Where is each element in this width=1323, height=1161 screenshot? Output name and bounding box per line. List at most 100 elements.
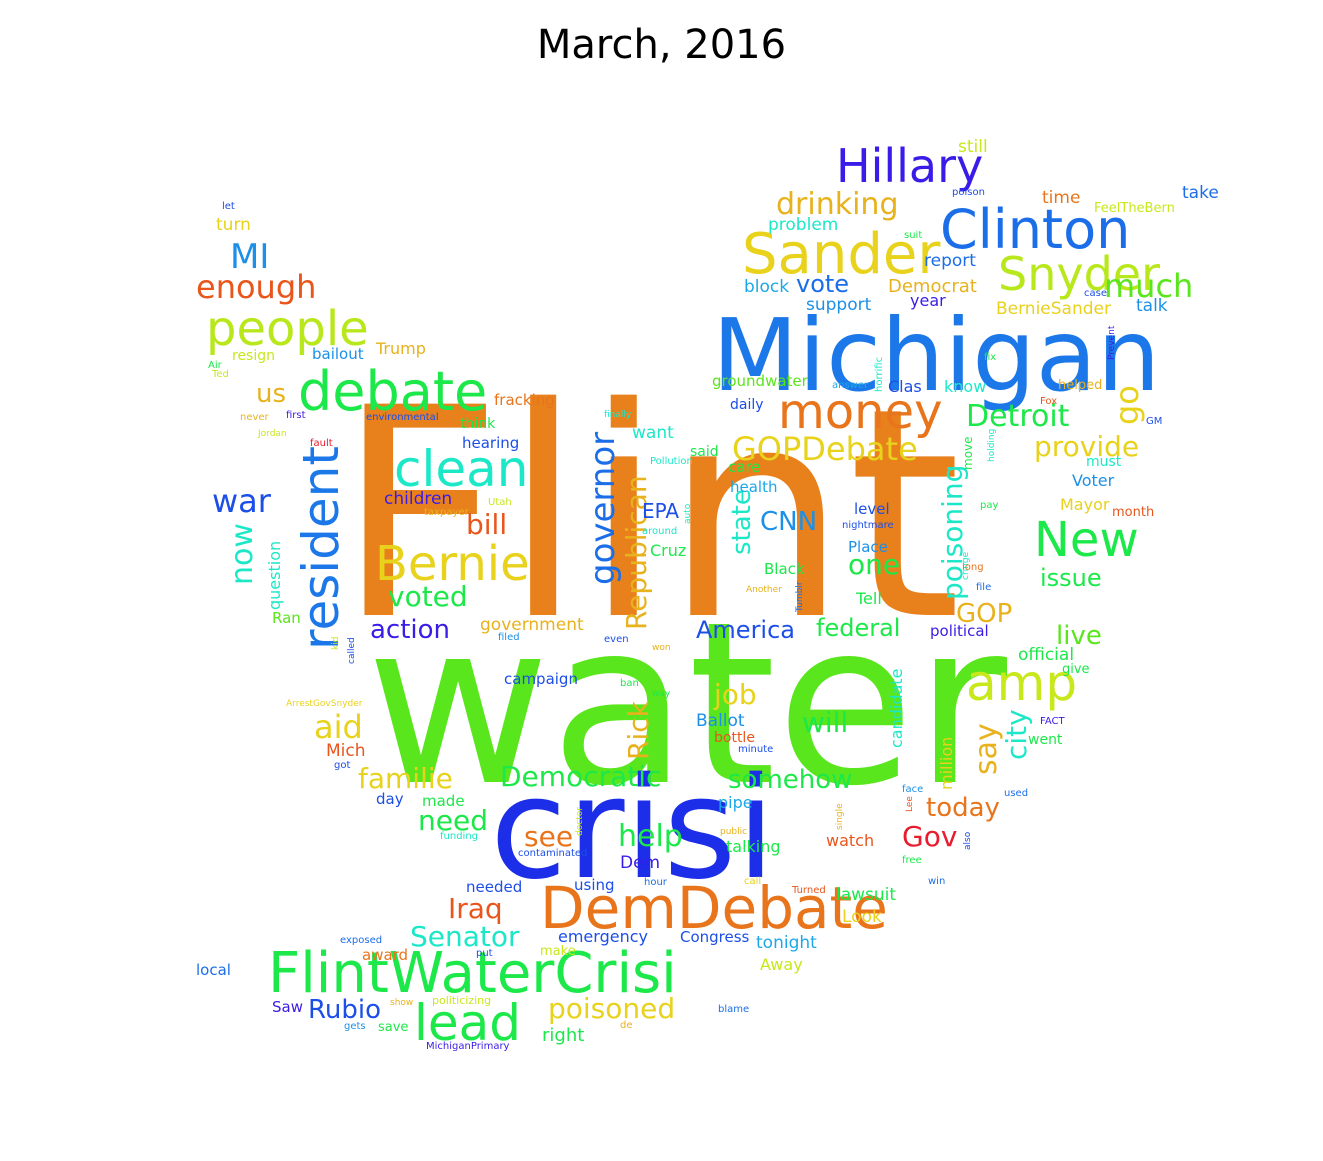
word-ballot: Ballot (696, 711, 745, 731)
word-voter: Voter (1072, 471, 1115, 490)
word-federal: federal (816, 614, 900, 642)
word-poisoning: poisoning (936, 465, 969, 600)
word-rick: Rick (622, 700, 655, 760)
word-black: Black (764, 560, 805, 578)
word-aid: aid (314, 708, 363, 746)
word-rubio: Rubio (308, 995, 381, 1025)
word-flintwatercrisi: FlintWaterCrisi (268, 941, 677, 1006)
word-month: month (1112, 505, 1154, 520)
word-one: one (848, 548, 900, 581)
word-case: case (1084, 288, 1107, 299)
word-us: us (256, 379, 286, 409)
word-vote: vote (796, 270, 849, 298)
word-right: right (542, 1025, 584, 1046)
word-exposed: exposed (340, 935, 382, 946)
word-cringe: cringe (961, 551, 971, 580)
word-win: win (928, 876, 945, 887)
word-today: today (926, 793, 1000, 823)
word-clean: clean (394, 440, 528, 498)
word-somehow: somehow (728, 765, 852, 795)
word-horrific: horrific (874, 357, 885, 392)
word-mi: MI (230, 237, 269, 277)
word-file: file (976, 582, 991, 593)
word-provide: provide (1034, 430, 1139, 463)
word-way: way (652, 689, 671, 699)
word-senator: Senator (410, 920, 520, 953)
word-republican: Republican (620, 475, 653, 630)
word-clas: Clas (888, 377, 922, 396)
word-face: face (902, 784, 923, 795)
word-call: call (744, 876, 761, 887)
word-got: got (334, 760, 350, 771)
word-said: said (690, 444, 719, 460)
word-suit: suit (904, 230, 922, 241)
word-make: make (540, 944, 576, 959)
word-won: won (652, 643, 671, 653)
word-million: million (937, 737, 956, 790)
word-lawsuit: lawsuit (836, 885, 896, 905)
word-daily: daily (730, 397, 764, 413)
word-now: now (225, 523, 260, 585)
word-taxpayer: taxpayer (424, 507, 470, 518)
word-berniesander: BernieSander (996, 299, 1111, 319)
word-candidate: candidate (887, 669, 906, 748)
word-demdebate: DemDebate (540, 874, 888, 942)
word-help: help (618, 819, 683, 854)
word-pollution: Pollution (650, 456, 693, 467)
word-local: local (196, 961, 231, 979)
word-nightmare: nightmare (842, 520, 894, 531)
word-look: Look (842, 907, 882, 927)
word-fault: fault (310, 438, 333, 449)
word-bailout: bailout (312, 345, 364, 363)
word-detroit: Detroit (966, 399, 1070, 434)
word-called: called (347, 637, 357, 664)
word-utah: Utah (488, 497, 512, 508)
word-know: know (944, 377, 986, 396)
word-give: give (1062, 662, 1090, 677)
word-support: support (806, 295, 872, 315)
word-away: Away (760, 955, 803, 974)
word-turned: Turned (791, 885, 826, 896)
word-day: day (376, 790, 404, 808)
word-move: move (961, 436, 975, 470)
word-resign: resign (232, 348, 275, 364)
word-action: action (370, 615, 450, 645)
word-problem: problem (768, 215, 838, 235)
word-level: level (854, 500, 890, 518)
word-turn: turn (216, 215, 251, 235)
word-michiganprimary: MichiganPrimary (426, 1041, 510, 1052)
word-cruz: Cruz (650, 541, 686, 560)
word-de: de (620, 1020, 633, 1031)
word-poison: poison (952, 187, 985, 198)
word-single: single (835, 803, 845, 830)
word-finally: finally (604, 410, 632, 420)
word-time: time (1042, 188, 1080, 208)
word-see: see (524, 820, 573, 853)
word-blame: blame (718, 1004, 749, 1015)
word-environmental: environmental (366, 412, 439, 423)
word-helped: helped (1058, 378, 1102, 393)
word-campaign: campaign (504, 670, 578, 688)
word-water: water (366, 574, 1008, 836)
word-iraq: Iraq (448, 892, 503, 925)
word-people: people (206, 301, 369, 357)
word-government: government (480, 615, 584, 635)
word-go: go (1108, 385, 1146, 425)
word-gopdebate: GOPDebate (732, 430, 918, 468)
word-fact: FACT (1040, 716, 1065, 727)
word-job: job (713, 678, 757, 711)
word-resident: resident (292, 446, 350, 650)
word-sander: Sander (742, 222, 941, 287)
word-even: even (604, 634, 629, 645)
word-emergency: emergency (558, 927, 648, 946)
word-fracking: fracking (494, 391, 555, 409)
word-gets: gets (344, 1021, 366, 1032)
word-official: official (1018, 645, 1074, 665)
word-pipe: pipe (718, 793, 753, 812)
word-trump: Trump (375, 339, 426, 358)
word-jordan: Jordan (257, 429, 287, 439)
word-free: free (902, 855, 922, 866)
word-groundwater: groundwater (712, 372, 809, 390)
word-bill: bill (466, 508, 507, 541)
word-democrat: Democrat (888, 276, 977, 297)
